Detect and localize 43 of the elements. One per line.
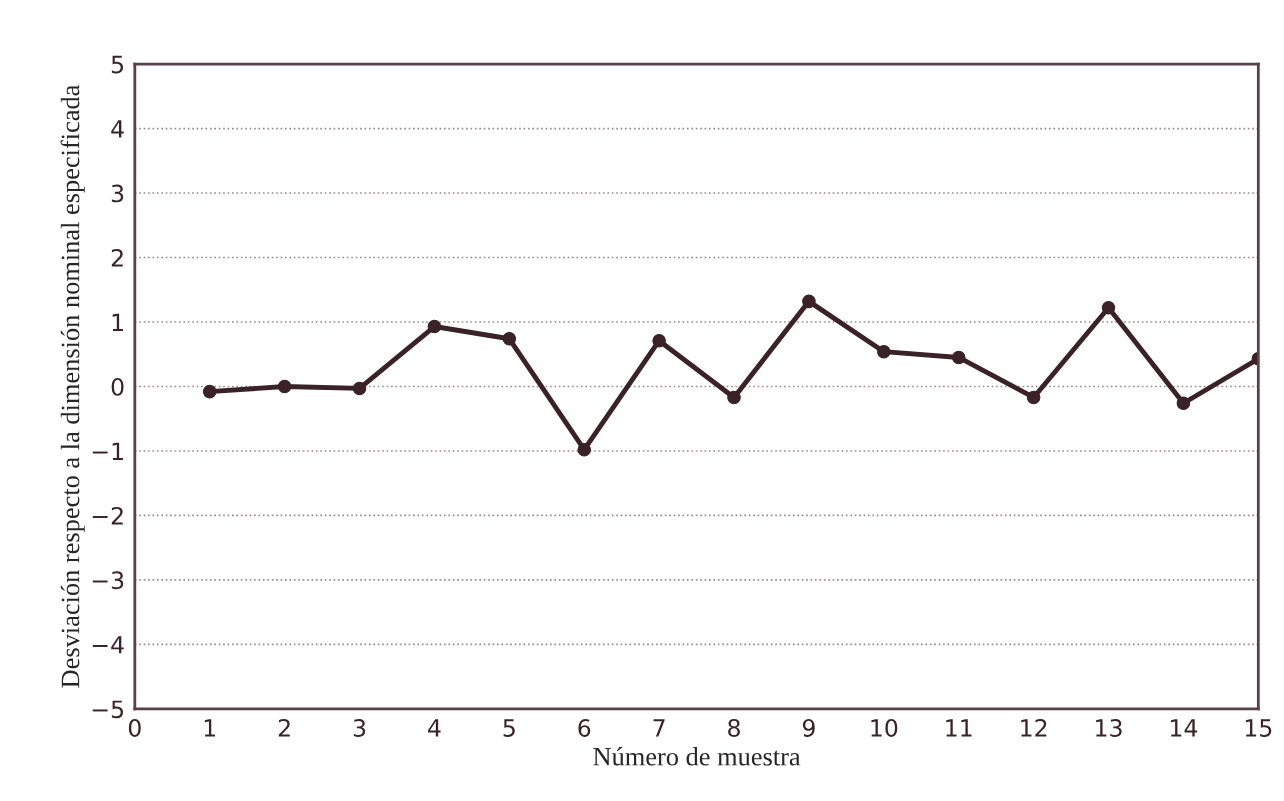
x-tick-label: 3 bbox=[353, 719, 366, 737]
point bbox=[502, 332, 517, 346]
y-tick-label: −5 bbox=[92, 700, 124, 719]
x-tick-label: 14 bbox=[1170, 719, 1198, 737]
point bbox=[652, 333, 666, 348]
y-tick-label: 0 bbox=[111, 377, 124, 396]
point bbox=[1176, 396, 1191, 411]
x-tick-label: 6 bbox=[578, 719, 591, 737]
point bbox=[427, 319, 442, 334]
y-axis-title: Desviación respecto a la dimensión nominal especificada bbox=[60, 84, 85, 688]
point bbox=[577, 442, 591, 457]
x-tick-label: 10 bbox=[871, 719, 898, 737]
y-tick-label: −4 bbox=[92, 636, 124, 654]
x-tick-label: 12 bbox=[1021, 719, 1047, 737]
x-axis-title: Número de muestra bbox=[593, 746, 801, 766]
point bbox=[202, 384, 217, 399]
point bbox=[352, 381, 367, 396]
x-tick-label: 4 bbox=[428, 719, 441, 737]
y-tick-label: 3 bbox=[111, 184, 124, 203]
point bbox=[951, 350, 966, 365]
x-tick-label: 15 bbox=[1245, 719, 1272, 737]
x-tick-label: 11 bbox=[946, 719, 972, 737]
y-tick-label: 5 bbox=[111, 55, 124, 74]
x-tick-label: 2 bbox=[278, 719, 290, 737]
x-tick-label: 0 bbox=[128, 719, 141, 737]
point bbox=[1101, 301, 1116, 315]
point bbox=[877, 344, 891, 359]
y-tick-label: 4 bbox=[111, 120, 124, 138]
point bbox=[802, 294, 816, 309]
point bbox=[1026, 390, 1041, 405]
y-tick-label: 1 bbox=[112, 313, 123, 331]
x-tick-label: 5 bbox=[503, 719, 515, 737]
x-tick-label: 13 bbox=[1096, 719, 1122, 737]
y-tick-label: 2 bbox=[111, 248, 123, 267]
y-tick-label: −1 bbox=[92, 442, 123, 460]
y-tick-label: −3 bbox=[92, 571, 124, 590]
x-tick-label: 9 bbox=[802, 719, 815, 737]
point bbox=[277, 379, 292, 394]
point bbox=[727, 390, 741, 405]
x-tick-label: 7 bbox=[653, 719, 665, 737]
x-tick-label: 1 bbox=[204, 719, 216, 737]
x-tick-label: 8 bbox=[728, 719, 740, 737]
y-tick-label: −2 bbox=[92, 506, 123, 525]
